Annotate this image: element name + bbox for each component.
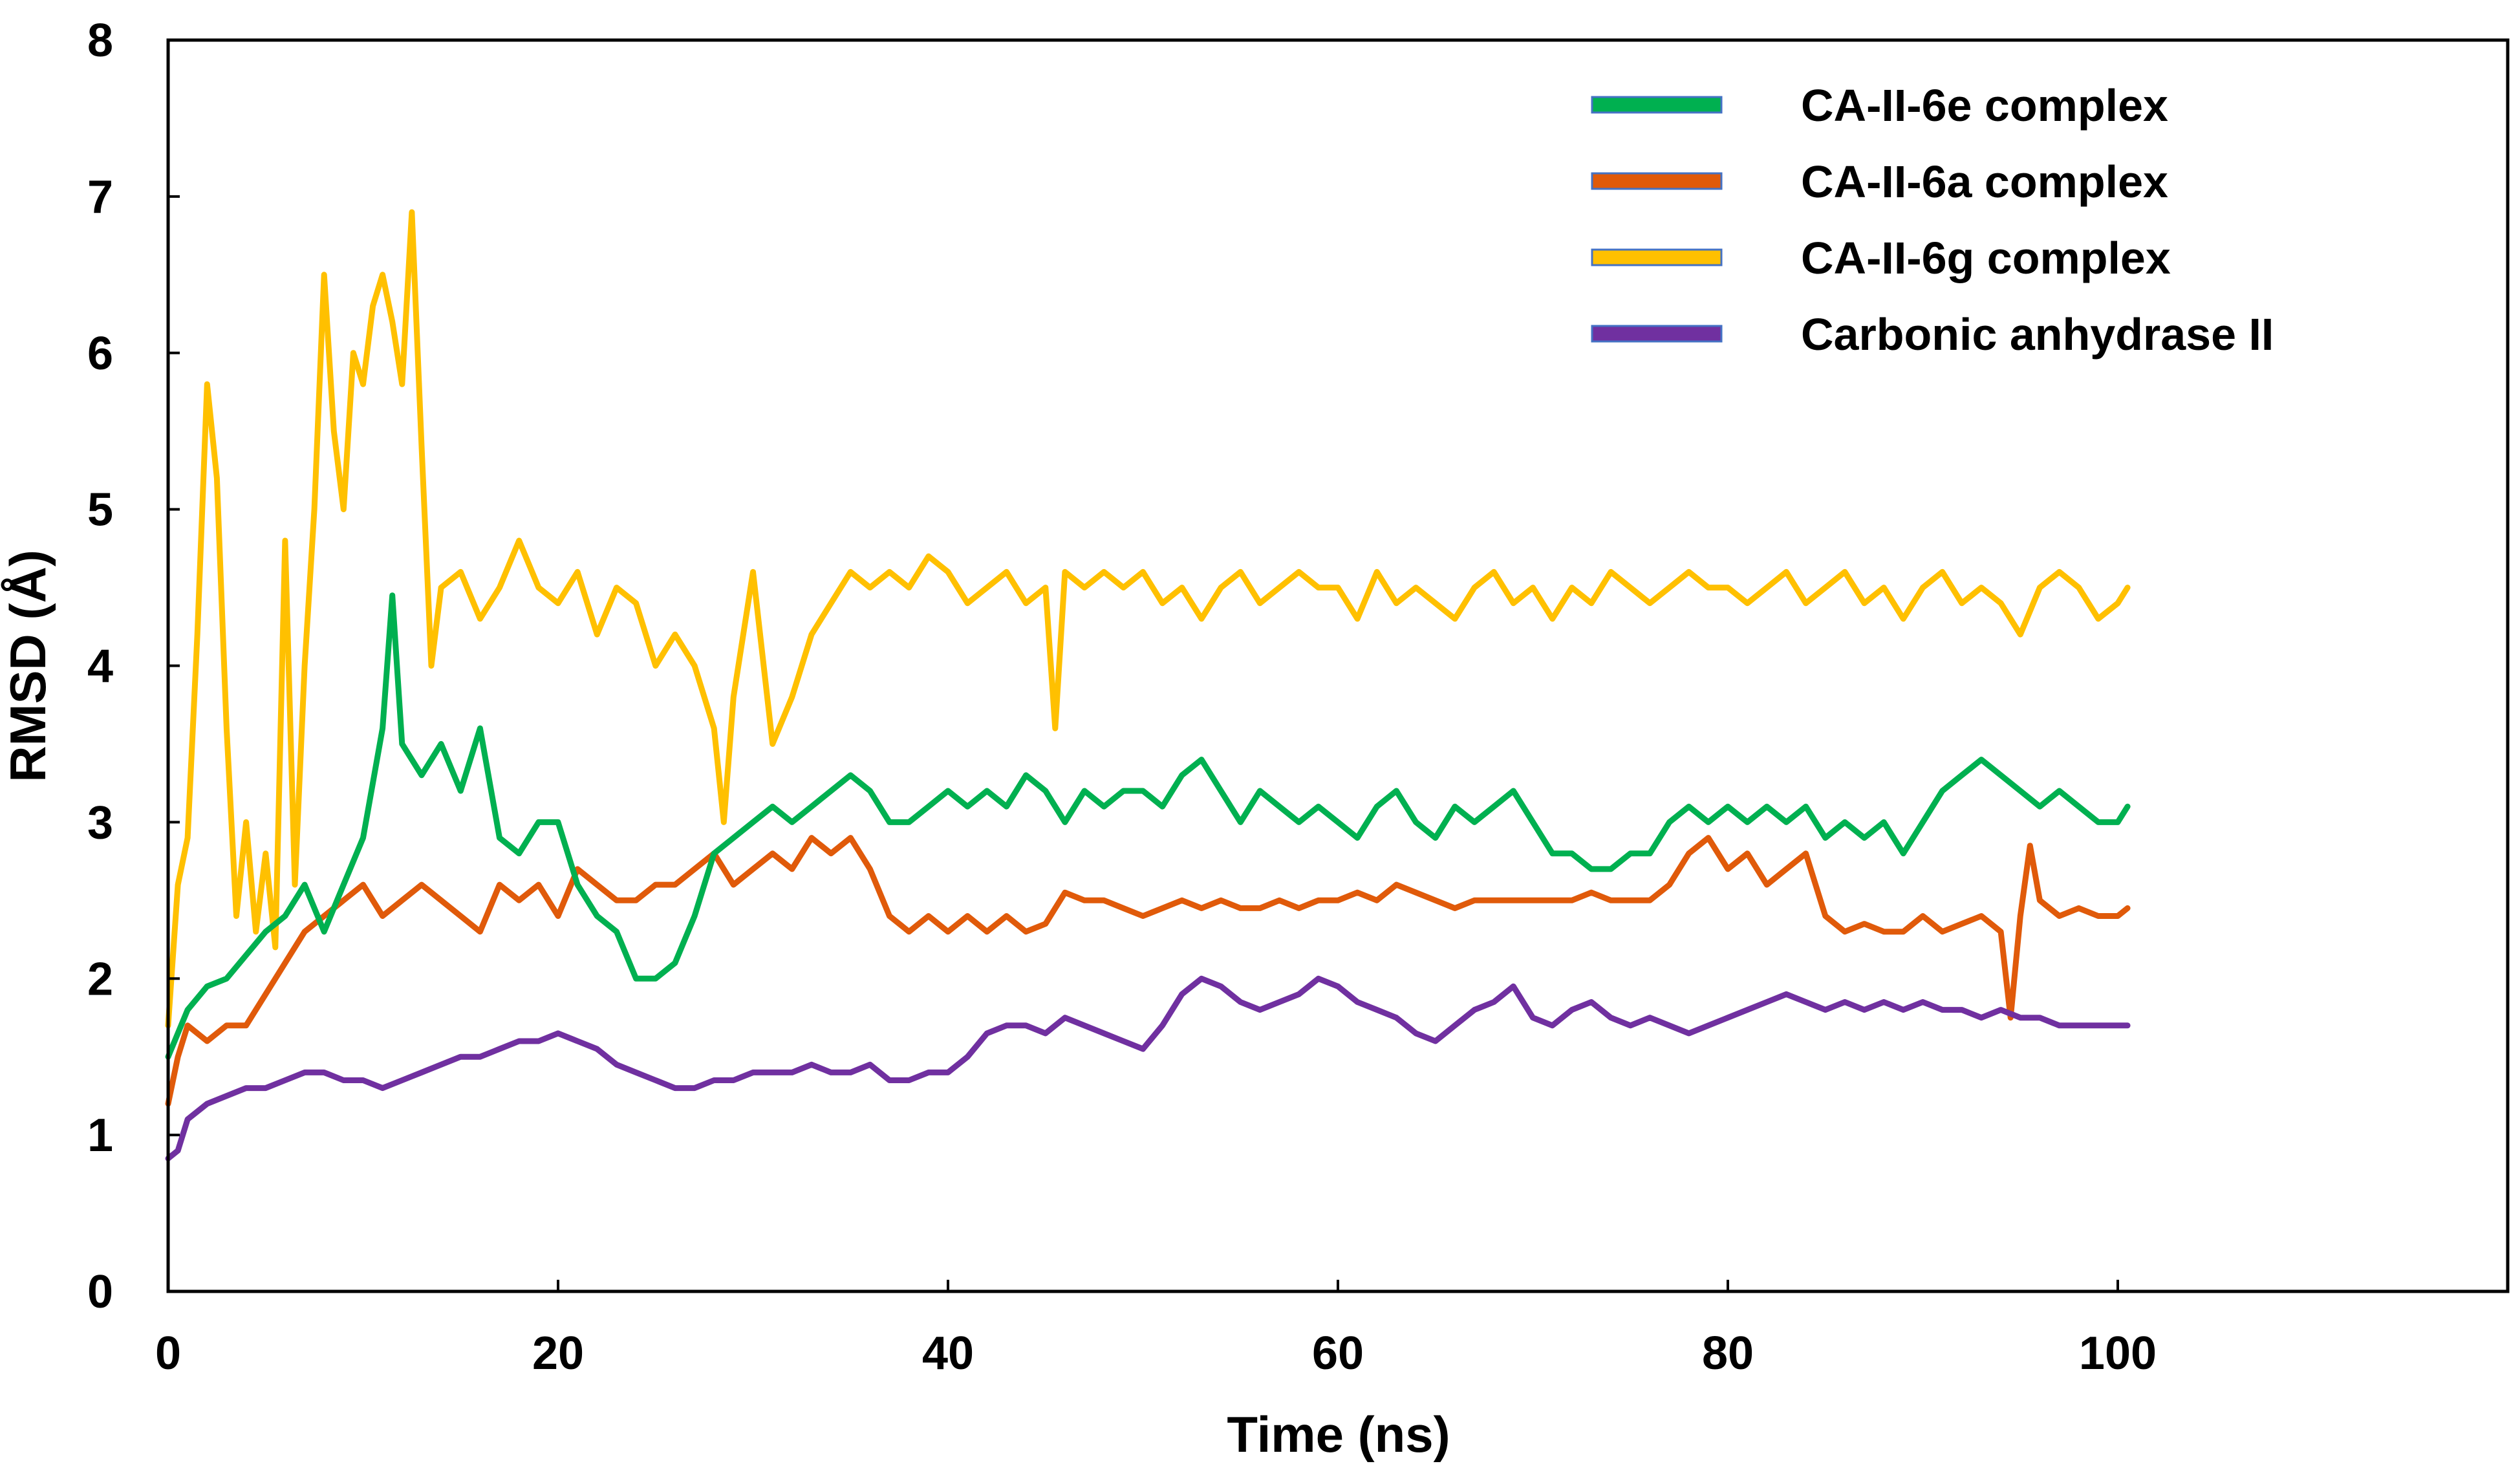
series-line-carbonic-anhydrase-ii (165, 975, 2131, 1161)
series-layer (165, 209, 2131, 1161)
y-axis-title: RMSD (Å) (0, 550, 56, 782)
y-tick-label: 8 (87, 15, 113, 67)
y-tick-label: 4 (87, 641, 113, 693)
x-tick-label: 80 (1702, 1328, 1754, 1379)
series-line-ca-ii-6a-complex (165, 835, 2131, 1107)
legend-label: Carbonic anhydrase II (1801, 309, 2274, 360)
series-line-ca-ii-6e-complex (165, 592, 2131, 1060)
x-tick-label: 40 (922, 1328, 974, 1379)
legend-label: CA-II-6g complex (1801, 233, 2171, 283)
y-tick-label: 1 (87, 1110, 113, 1161)
x-axis-title: Time (ns) (1227, 1406, 1450, 1463)
legend-swatch (1591, 325, 1723, 343)
y-tick-label: 0 (87, 1266, 113, 1318)
legend-swatch (1591, 96, 1723, 114)
legend-label: CA-II-6e complex (1801, 80, 2168, 131)
x-tick-label: 0 (155, 1328, 181, 1379)
x-tick-label: 60 (1312, 1328, 1364, 1379)
x-tick-label: 20 (532, 1328, 584, 1379)
x-axis-ticks: 0 20 40 60 80 100 (155, 1280, 2157, 1379)
legend-swatch (1591, 172, 1723, 190)
legend: CA-II-6e complex CA-II-6a complex CA-II-6g… (1591, 80, 2274, 360)
y-tick-label: 7 (87, 171, 113, 223)
series-line-ca-ii-6g-complex (165, 209, 2131, 1029)
y-axis-ticks: 0 1 2 3 4 5 6 7 8 (87, 15, 180, 1318)
y-tick-label: 2 (87, 953, 113, 1005)
y-tick-label: 5 (87, 484, 113, 536)
x-tick-label: 100 (2079, 1328, 2157, 1379)
y-tick-label: 6 (87, 328, 113, 380)
legend-label: CA-II-6a complex (1801, 156, 2168, 207)
legend-swatch (1591, 248, 1723, 266)
y-tick-label: 3 (87, 797, 113, 848)
